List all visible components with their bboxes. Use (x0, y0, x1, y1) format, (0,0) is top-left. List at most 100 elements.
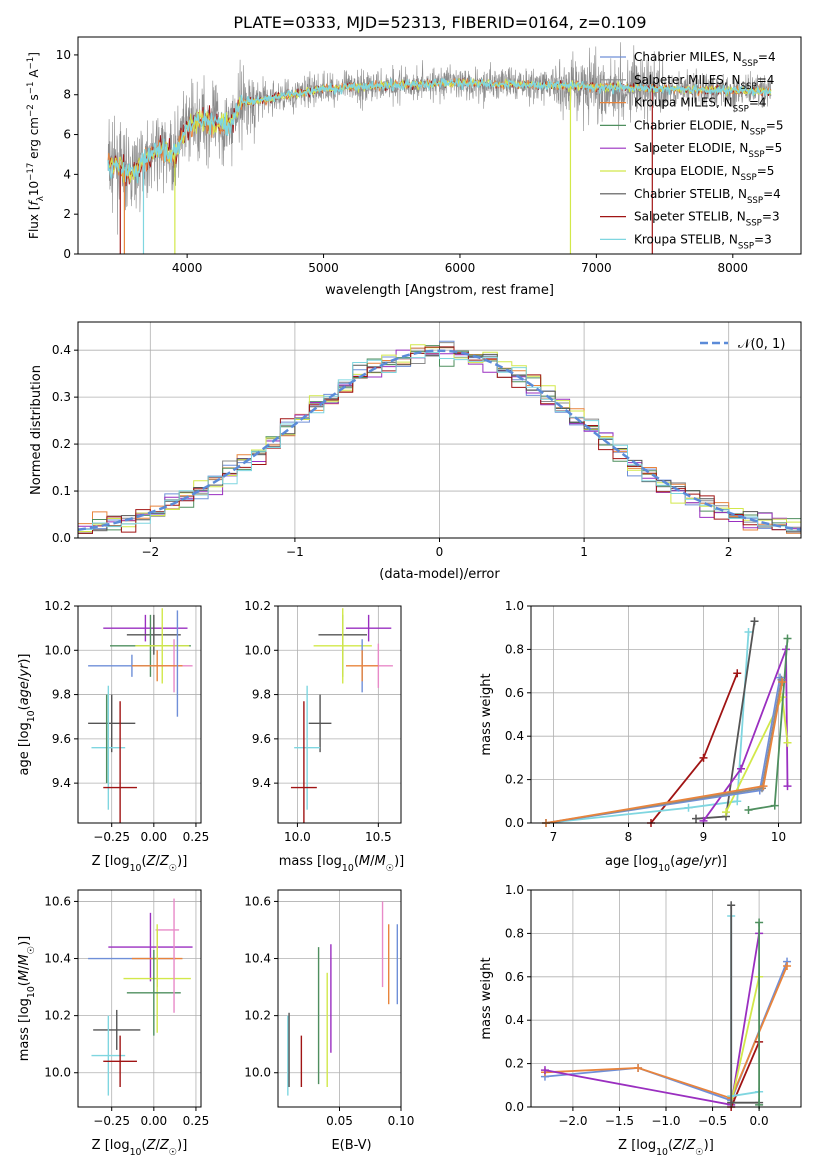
errorbar-point (103, 1035, 137, 1088)
residuals-ylabel: Normed distribution (29, 365, 44, 495)
x-tick-label: 0.05 (326, 1114, 353, 1128)
y-tick-label: 10.2 (44, 599, 71, 613)
weight-marker (744, 628, 753, 637)
weight-marker (744, 805, 753, 814)
x-tick-label: −2 (141, 545, 159, 559)
gaussian-legend-label: 𝒩(0, 1) (738, 337, 785, 352)
errorbar-point (345, 650, 379, 682)
mass-vs-Z-ylabel: mass [log10(M/M☉)] (17, 936, 37, 1062)
model-spectrum (107, 77, 772, 184)
x-tick-label: 0.10 (388, 1114, 415, 1128)
weight-marker (699, 753, 708, 762)
errorbar-point (108, 912, 193, 982)
weight-marker (733, 669, 742, 678)
errorbar-point (123, 924, 191, 1033)
weight-line (545, 631, 750, 823)
age-vs-mass-xlabel: mass [log10(M/M☉)] (279, 854, 405, 874)
y-tick-label: 4 (63, 167, 71, 181)
y-tick-label: 10.6 (44, 894, 71, 908)
weight-marker (783, 634, 792, 643)
weight-marker (755, 918, 764, 927)
legend-label: Chabrier MILES, NSSP=4 (634, 50, 776, 69)
y-tick-label: 0.3 (52, 390, 71, 404)
weight-vs-age-xlabel: age [log10(age/yr)] (605, 854, 727, 874)
y-tick-label: 2 (63, 207, 71, 221)
errorbar-point (126, 614, 181, 655)
x-tick-label: 8 (625, 830, 633, 844)
x-tick-label: 10.0 (284, 830, 311, 844)
weight-marker (783, 961, 792, 970)
y-tick-label: 0 (63, 247, 71, 261)
y-tick-label: 1.0 (505, 883, 524, 897)
weight-line (544, 933, 760, 1106)
y-tick-label: 9.4 (52, 776, 71, 790)
mass_vs_Z-panel: −0.25 0.00 0.25 10.0 10.2 10.4 10.6 Z [log10(Z/… (17, 889, 209, 1158)
weight-marker (737, 764, 745, 773)
y-tick-label: 0.1 (52, 484, 71, 498)
y-tick-label: 0.2 (505, 773, 524, 787)
x-tick-label: −1.0 (651, 1114, 680, 1128)
weight-line (730, 916, 760, 1098)
figure-title: PLATE=0333, MJD=52313, FIBERID=0164, z=0… (233, 13, 646, 32)
weight-line (545, 679, 783, 823)
errorbar-point (103, 701, 137, 823)
x-tick-label: 4000 (172, 261, 203, 275)
age_vs_mass-frame (277, 605, 402, 824)
y-tick-label: 0.4 (505, 729, 524, 743)
y-tick-label: 0.6 (505, 686, 524, 700)
weight-marker (770, 801, 779, 810)
age_vs_Z-frame (77, 605, 202, 824)
y-tick-label: 9.6 (52, 732, 71, 746)
weight-marker (692, 814, 700, 823)
weight-marker (783, 738, 792, 747)
x-tick-label: 10 (771, 830, 786, 844)
weight_vs_Z-panel: −2.0 −1.5 −1.0 −0.5 0.0 0.0 0.2 0.4 0.6 0.8 1.0 mas… (479, 883, 802, 1158)
errorbar-point (135, 608, 190, 684)
legend-label: Salpeter STELIB, NSSP=3 (634, 210, 780, 229)
x-tick-label: 6000 (445, 261, 476, 275)
y-tick-label: 10 (56, 48, 71, 62)
weight-marker (727, 901, 736, 910)
weight-marker (750, 617, 759, 626)
x-tick-label: 7 (550, 830, 558, 844)
observed-spectrum (107, 42, 772, 235)
errorbar-point (93, 1009, 141, 1050)
legend-label: Kroupa STELIB, NSSP=3 (634, 232, 772, 251)
weight-marker (722, 808, 730, 817)
age_vs_mass-panel: 10.0 10.5 9.4 9.6 9.8 10.0 10.2 mass [log10(M/M… (244, 599, 404, 874)
y-tick-label: 9.8 (252, 688, 271, 702)
x-tick-label: 1 (580, 545, 588, 559)
errorbar-point (313, 608, 372, 684)
y-tick-label: 10.4 (44, 952, 71, 966)
y-tick-label: 10.0 (44, 1066, 71, 1080)
legend-label: Salpeter MILES, NSSP=4 (634, 73, 774, 92)
weight-line (730, 976, 760, 1103)
errorbar-point (308, 694, 332, 753)
y-tick-label: 0.2 (505, 1057, 524, 1071)
mass_vs_Z-frame (77, 889, 202, 1108)
errorbar-point (345, 614, 392, 642)
weight-line (748, 638, 789, 811)
y-tick-label: 6 (63, 128, 71, 142)
y-tick-label: 1.0 (505, 599, 524, 613)
y-tick-label: 0.8 (505, 926, 524, 940)
y-tick-label: 10.6 (244, 894, 271, 908)
age_vs_Z-panel: −0.25 0.00 0.25 9.4 9.6 9.8 10.0 10.2 Z [log10(Z… (17, 599, 209, 874)
y-tick-label: 0.0 (505, 816, 524, 830)
x-tick-label: 0.00 (140, 830, 167, 844)
age-vs-Z-ylabel: age [log10(age/yr)] (17, 653, 37, 775)
y-tick-label: 10.4 (244, 952, 271, 966)
x-tick-label: 8000 (718, 261, 749, 275)
y-tick-label: 0.2 (52, 437, 71, 451)
x-tick-label: −0.25 (93, 830, 130, 844)
y-tick-label: 8 (63, 88, 71, 102)
y-tick-label: 9.8 (52, 688, 71, 702)
y-tick-label: 0.0 (505, 1100, 524, 1114)
y-tick-label: 10.2 (244, 1009, 271, 1023)
x-tick-label: 5000 (308, 261, 339, 275)
weight-marker (727, 1098, 736, 1107)
legend-label: Chabrier ELODIE, NSSP=5 (634, 118, 783, 137)
y-tick-label: 0.8 (505, 642, 524, 656)
y-tick-label: 10.0 (44, 643, 71, 657)
y-tick-label: 0.4 (52, 343, 71, 357)
